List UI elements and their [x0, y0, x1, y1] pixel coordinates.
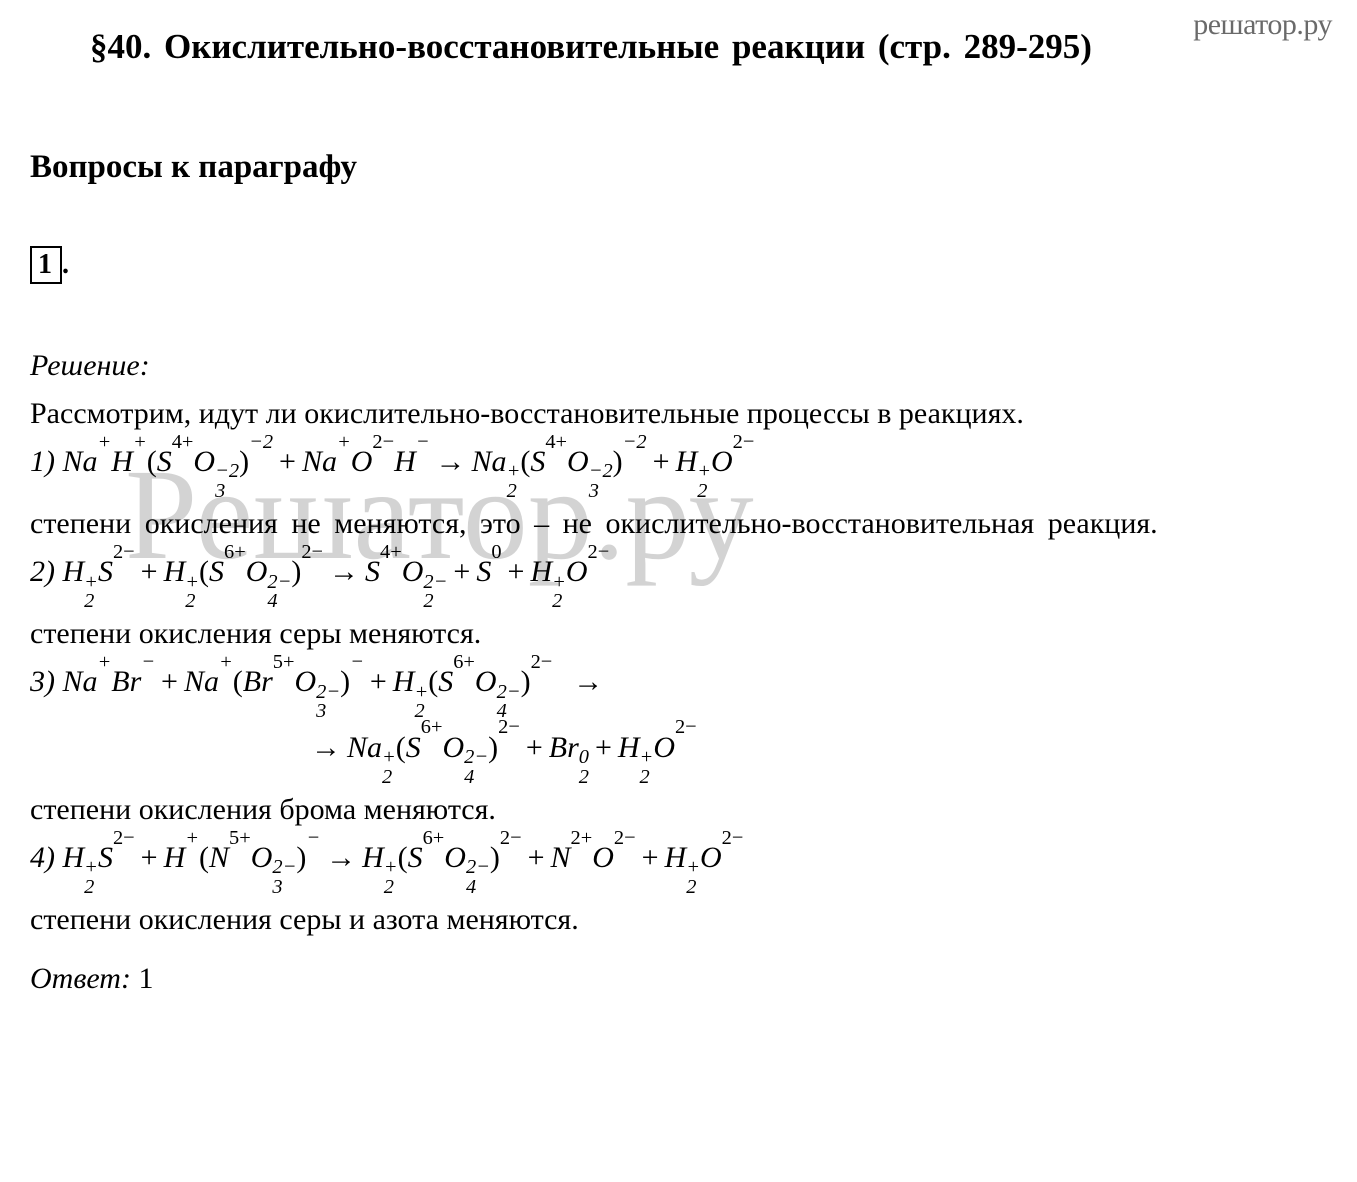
equation-3b: →Na+2(S6+O2−4)2−+Br02+H+2O2− — [30, 722, 1327, 787]
question-number-box: 1 — [30, 246, 62, 284]
item2-note: степени окисления серы меняются. — [30, 611, 1327, 656]
section-subtitle: Вопросы к параграфу — [30, 149, 1327, 186]
equation-4: 4) H+2S2−+H+(N5+O2−3)−→H+2(S6+O2−4)2−+N2… — [30, 832, 1327, 897]
item3-num: 3) — [30, 665, 63, 698]
equation-1: 1) Na+H+(S4+O−23)−2+Na+O2−H−→Na+2(S4+O−2… — [30, 436, 1327, 501]
watermark-corner: решатор.ру — [1193, 8, 1332, 42]
item2-num: 2) — [30, 555, 63, 588]
equation-2: 2) H+2S2−+H+2(S6+O2−4)2−→S4+O2−2+S0+H+2O… — [30, 546, 1327, 611]
item1-note: степени окисления не меняются, это – не … — [30, 501, 1327, 546]
page-title: §40. Окислительно-восстановительные реак… — [30, 20, 1327, 74]
intro-text: Рассмотрим, идут ли окислительно-восстан… — [30, 391, 1327, 436]
question-number-dot: . — [62, 249, 69, 280]
answer-value: 1 — [138, 962, 153, 995]
equation-3a: 3) Na+Br−+Na+(Br5+O2−3)−+H+2(S6+O2−4)2− … — [30, 656, 1327, 721]
item1-num: 1) — [30, 445, 63, 478]
answer-line: Ответ: 1 — [30, 962, 1327, 996]
answer-label: Ответ: — [30, 962, 131, 995]
item4-note: степени окисления серы и азота меняются. — [30, 897, 1327, 942]
item3-note: степени окисления брома меняются. — [30, 787, 1327, 832]
item4-num: 4) — [30, 841, 63, 874]
solution-label: Решение: — [30, 349, 1327, 383]
